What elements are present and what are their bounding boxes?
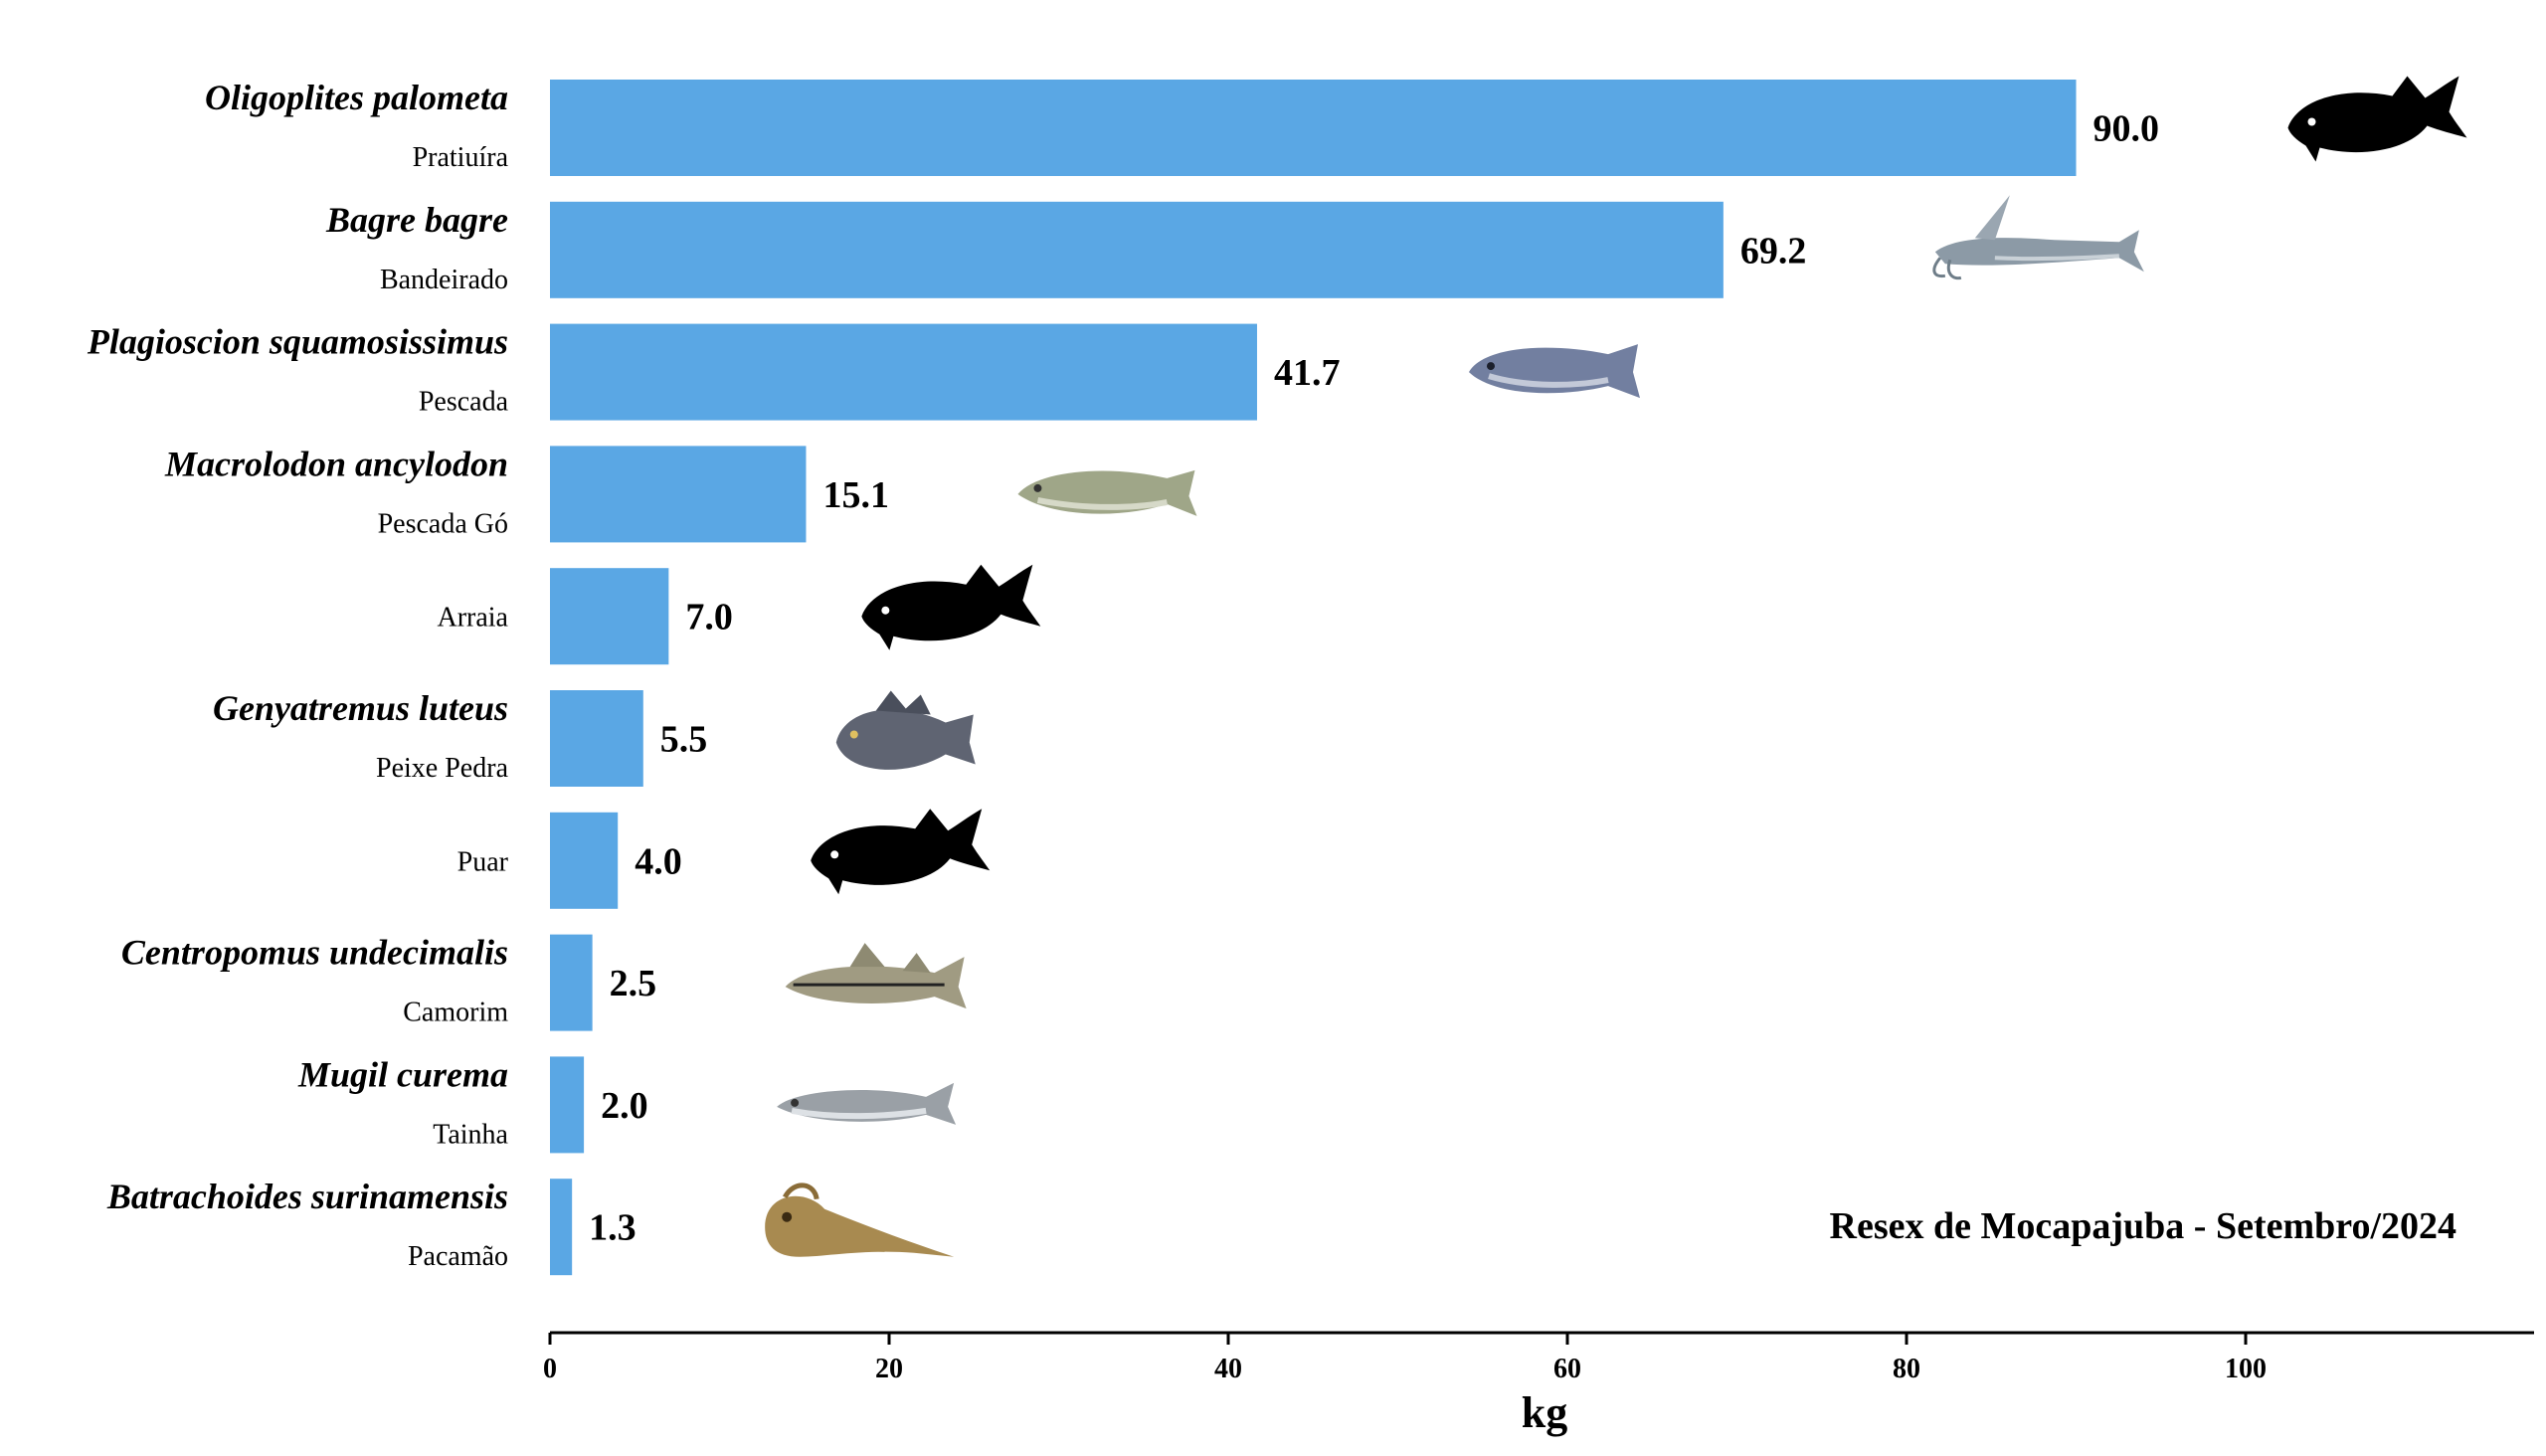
common-name-label: Peixe Pedra	[376, 753, 509, 784]
x-tick-label: 0	[543, 1354, 557, 1384]
x-axis-label: kg	[1522, 1388, 1567, 1437]
common-name-label: Arraia	[437, 603, 508, 634]
silhouette-fish-icon	[811, 809, 991, 895]
category-labels: Oligoplites palometa Pratiuíra Bagre bagre…	[87, 78, 509, 1272]
bar	[550, 934, 593, 1031]
x-tick-label: 40	[1214, 1354, 1242, 1384]
croaker-fish-icon	[1468, 344, 1640, 399]
fish-illustrations	[765, 76, 2467, 1257]
x-tick-label: 20	[875, 1354, 903, 1384]
common-name-label: Pratiuíra	[413, 142, 509, 173]
common-name-label: Puar	[457, 846, 509, 877]
common-name-label: Pescada	[419, 387, 509, 418]
scientific-name-label: Oligoplites palometa	[205, 78, 508, 117]
scientific-name-label: Plagioscion squamosissimus	[87, 322, 508, 362]
scientific-name-label: Batrachoides surinamensis	[106, 1177, 508, 1216]
snook-fish-icon	[785, 943, 967, 1009]
value-label: 1.3	[589, 1207, 636, 1249]
silhouette-fish-icon	[2287, 76, 2467, 162]
value-label: 15.1	[822, 474, 889, 516]
x-axis: 0 20 40 60 80 100	[543, 1331, 2534, 1384]
bar	[550, 80, 2077, 176]
scientific-name-label: Macrolodon ancylodon	[164, 444, 508, 483]
value-label: 41.7	[1274, 352, 1341, 394]
bar	[550, 1179, 573, 1276]
bar	[550, 812, 619, 909]
scientific-name-label: Mugil curema	[297, 1054, 508, 1094]
x-tick-label: 80	[1893, 1354, 1920, 1384]
bar	[550, 446, 807, 543]
bar	[550, 323, 1257, 421]
common-name-label: Pescada Gó	[378, 508, 508, 539]
x-tick-label: 100	[2225, 1354, 2267, 1384]
value-label: 2.0	[601, 1085, 648, 1127]
silhouette-fish-icon	[861, 564, 1041, 650]
scientific-name-label: Centropomus undecimalis	[121, 933, 508, 973]
scientific-name-label: Bagre bagre	[325, 200, 508, 240]
value-label: 4.0	[635, 840, 682, 882]
bars	[550, 80, 2077, 1276]
value-label: 5.5	[660, 719, 708, 761]
x-tick-label: 60	[1553, 1354, 1581, 1384]
chart-annotation: Resex de Mocapajuba - Setembro/2024	[1830, 1205, 2456, 1247]
bar	[550, 690, 643, 787]
value-label: 7.0	[685, 597, 733, 638]
scientific-name-label: Genyatremus luteus	[213, 688, 508, 728]
weakfish-icon	[1017, 469, 1197, 516]
mullet-fish-icon	[777, 1082, 957, 1125]
value-label: 69.2	[1740, 230, 1807, 272]
common-name-label: Camorim	[403, 998, 508, 1028]
common-name-label: Pacamão	[408, 1241, 508, 1272]
bar	[550, 1056, 585, 1154]
bar	[550, 568, 669, 665]
value-labels: 90.0 69.2 41.7 15.1 7.0 5.5 4.0 2.5 2.0 1.3	[589, 108, 2159, 1249]
toadfish-icon	[765, 1183, 955, 1257]
common-name-label: Bandeirado	[380, 265, 508, 295]
bar	[550, 201, 1724, 298]
catfish-icon	[1932, 195, 2144, 280]
value-label: 90.0	[2093, 108, 2160, 150]
grunt-fish-icon	[835, 690, 976, 770]
common-name-label: Tainha	[433, 1119, 508, 1150]
value-label: 2.5	[610, 963, 657, 1004]
